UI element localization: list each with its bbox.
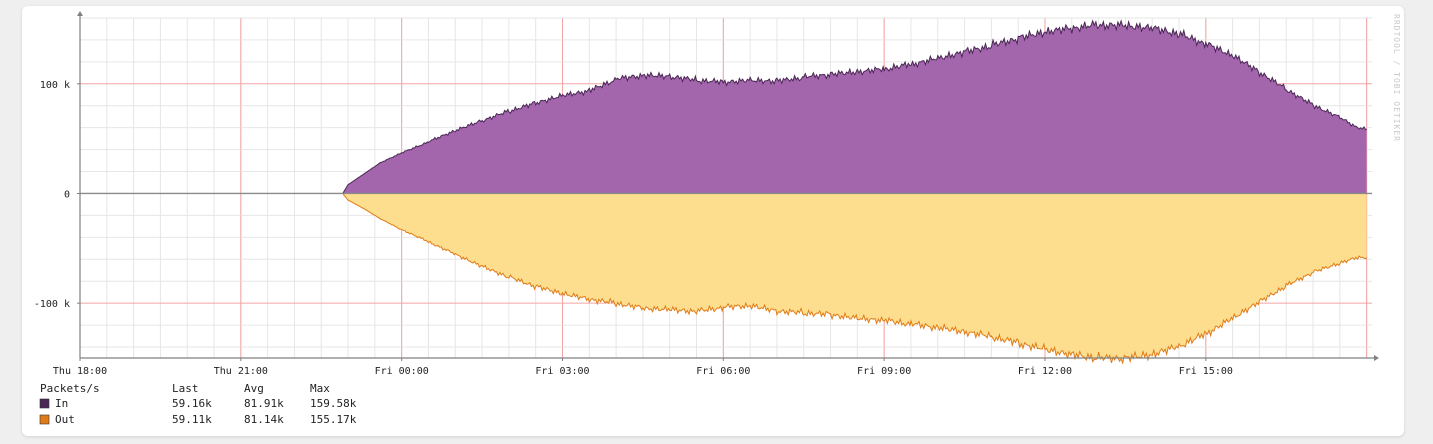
y-axis-arrow xyxy=(77,11,83,16)
axes xyxy=(77,11,1379,361)
rrdtool-watermark: RRDTOOL / TOBI OETIKER xyxy=(1392,14,1401,142)
legend-out-name: Out xyxy=(55,413,75,426)
legend-header-label: Packets/s xyxy=(40,382,100,395)
legend-out-last: 59.11k xyxy=(172,413,212,426)
x-tick-label: Fri 12:00 xyxy=(1018,366,1072,377)
x-axis-arrow xyxy=(1374,355,1379,361)
legend-in-last: 59.16k xyxy=(172,397,212,410)
legend-in-avg: 81.91k xyxy=(244,397,284,410)
y-tick-label: -100 k xyxy=(34,299,70,310)
x-tick-label: Fri 15:00 xyxy=(1179,366,1233,377)
legend-out-max: 155.17k xyxy=(310,413,357,426)
y-tick-label: 0 xyxy=(64,189,70,200)
x-tick-label: Thu 18:00 xyxy=(53,366,107,377)
legend-in-swatch xyxy=(39,398,50,409)
x-tick-label: Fri 06:00 xyxy=(696,366,750,377)
legend-out-avg: 81.14k xyxy=(244,413,284,426)
x-tick-label: Fri 09:00 xyxy=(857,366,911,377)
legend: Packets/s Last Avg Max In 59.16k 81.91k … xyxy=(39,382,357,426)
legend-header-max: Max xyxy=(310,382,330,395)
legend-in-name: In xyxy=(55,397,68,410)
series-out-area xyxy=(80,193,1367,363)
chart-card: 100 k 0 -100 k Thu 18:00 Thu 21:00 Fri 00:00 F… xyxy=(22,6,1404,436)
legend-in-max: 159.58k xyxy=(310,397,357,410)
traffic-chart: 100 k 0 -100 k Thu 18:00 Thu 21:00 Fri 00:00 F… xyxy=(34,11,1401,426)
x-tick-label: Fri 03:00 xyxy=(535,366,589,377)
legend-header-last: Last xyxy=(172,382,199,395)
legend-header-avg: Avg xyxy=(244,382,264,395)
tick-labels: 100 k 0 -100 k Thu 18:00 Thu 21:00 Fri 00:00 F… xyxy=(34,80,1233,377)
x-tick-label: Thu 21:00 xyxy=(214,366,268,377)
legend-out-swatch xyxy=(39,414,50,425)
series-in-area xyxy=(80,20,1367,194)
x-tick-label: Fri 00:00 xyxy=(375,366,429,377)
y-tick-label: 100 k xyxy=(40,80,70,91)
